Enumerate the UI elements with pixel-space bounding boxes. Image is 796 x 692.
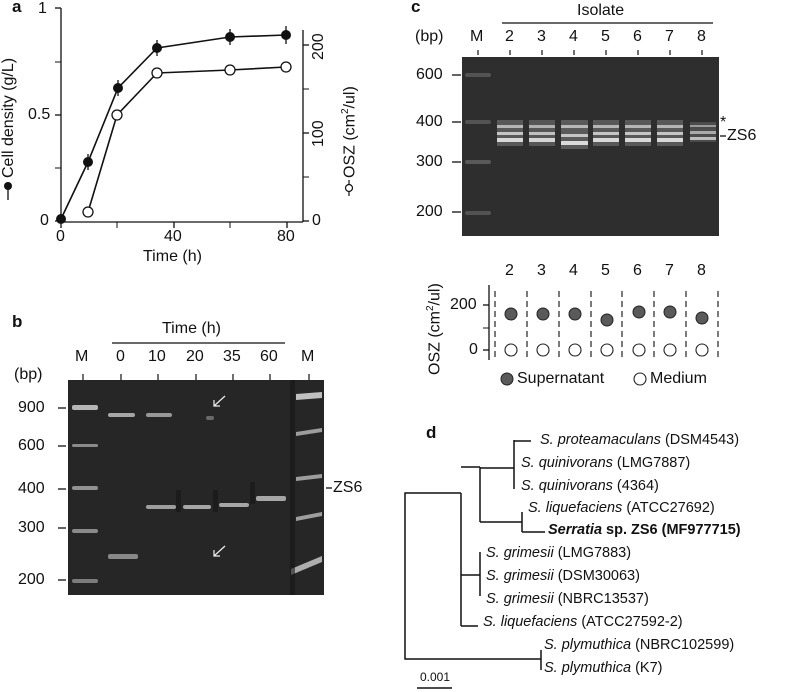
c-dot-ytick-200: 200: [450, 296, 477, 313]
c-dot-ytick-0: 0: [469, 341, 478, 358]
b-lane-20: 20: [186, 348, 204, 365]
a-xlabel: Time (h): [143, 248, 202, 265]
tree-leaf: S. quinivorans (LMG7887): [521, 455, 691, 471]
b-lane-60: 60: [260, 348, 278, 365]
c-dot-col-2: 2: [505, 262, 514, 279]
c-dot-col-8: 8: [697, 262, 706, 279]
tree-leaf: S. plymuthica (K7): [544, 660, 663, 676]
c-lane-M: M: [470, 28, 484, 45]
tree-leaf: S. proteamaculans (DSM4543): [540, 432, 740, 448]
c-lane-2: 2: [505, 28, 514, 45]
b-lane-35: 35: [223, 348, 241, 365]
b-size-400: 400: [18, 480, 45, 497]
tree-leaf: S. quinivorans (4364): [521, 478, 659, 494]
c-group-label: Isolate: [577, 2, 625, 19]
tree-leaf: S. grimesii (LMG7883): [486, 545, 632, 561]
c-lane-8: 8: [697, 28, 706, 45]
a-ytick-left-0: 0: [40, 212, 49, 229]
c-size-400: 400: [416, 113, 443, 130]
panel-d-label: d: [426, 423, 437, 442]
b-arrow-icons: [213, 395, 226, 557]
c-gel-image: [462, 57, 719, 236]
legend-supernatant-label: Supernatant: [517, 370, 605, 387]
b-lane-0: 0: [116, 348, 125, 365]
b-size-200: 200: [18, 571, 45, 588]
c-asterisk: *: [720, 114, 727, 131]
a-xtick-80: 80: [277, 228, 295, 245]
c-dot-col-4: 4: [569, 262, 578, 279]
tree-leaf: S. grimesii (DSM30063): [486, 568, 640, 584]
c-lane-3: 3: [537, 28, 546, 45]
b-size-300: 300: [18, 519, 45, 536]
c-lane-6: 6: [633, 28, 642, 45]
legend-medium-label: Medium: [650, 370, 707, 387]
tree-leaf: S. plymuthica (NBRC102599): [544, 637, 735, 653]
panel-c-label: c: [411, 0, 421, 16]
c-size-200: 200: [416, 203, 443, 220]
tree-leaf: S. grimesii (NBRC13537): [486, 591, 649, 607]
panel-a-label: a: [12, 0, 22, 16]
legend-supernatant-icon: [500, 372, 514, 386]
b-lane-10: 10: [148, 348, 166, 365]
b-size-900: 900: [18, 399, 45, 416]
c-lane-4: 4: [569, 28, 578, 45]
a-ytick-left-1: 1: [38, 0, 47, 17]
tree-leaf: S. liquefaciens (ATCC27592-2): [483, 614, 683, 630]
panel-b-label: b: [12, 312, 23, 331]
b-group-label: Time (h): [162, 320, 221, 337]
a-xtick-40: 40: [164, 228, 182, 245]
a-ytick-left-0.5: 0.5: [28, 106, 51, 123]
c-band-label-zs6: ZS6: [727, 127, 757, 144]
c-dot-col-5: 5: [601, 262, 610, 279]
c-size-300: 300: [416, 153, 443, 170]
tree-leaf: S. liquefaciens (ATCC27692): [528, 500, 715, 516]
c-size-600: 600: [416, 66, 443, 83]
c-lane-7: 7: [665, 28, 674, 45]
b-size-600: 600: [18, 437, 45, 454]
c-dot-col-7: 7: [665, 262, 674, 279]
b-lane-M-left: M: [75, 348, 89, 365]
c-bp-label: (bp): [415, 28, 444, 45]
d-scale-bar-label: 0.001: [420, 670, 451, 684]
c-dot-col-3: 3: [537, 262, 546, 279]
a-xtick-0: 0: [56, 228, 65, 245]
c-dot-col-6: 6: [633, 262, 642, 279]
b-bp-label: (bp): [14, 366, 43, 383]
c-lane-5: 5: [601, 28, 610, 45]
tree-leaf-highlighted: Serratia sp. ZS6 (MF977715): [548, 522, 741, 538]
b-band-label-zs6: ZS6: [333, 479, 363, 496]
legend-medium-icon: [633, 372, 647, 386]
a-ytick-right-0: 0: [312, 212, 321, 229]
b-lane-M-right: M: [301, 348, 315, 365]
